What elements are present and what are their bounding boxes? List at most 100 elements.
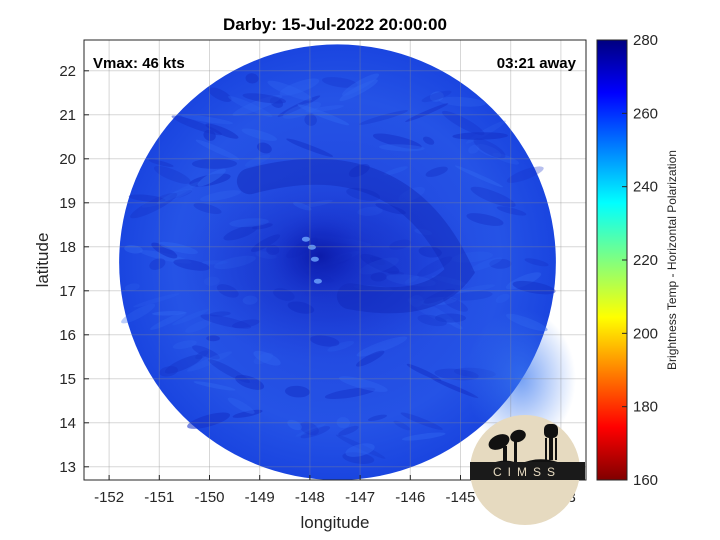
swath-streak [159,366,178,377]
swath-streak [406,363,442,381]
swath-streak [383,166,408,176]
colorbar-label: Brightness Temp - Horizontal Polarizatio… [665,150,679,370]
swath-streak [169,189,193,199]
y-tick-label: 13 [59,459,76,476]
y-tick-label: 16 [59,327,76,344]
swath-streak [232,409,263,418]
swath-streak [242,93,287,104]
swath-streak [470,186,516,208]
swath-streak [185,319,212,333]
swath-streak [187,412,231,429]
swath-streak [429,91,444,102]
swath-streak [393,420,411,431]
swath-streak [124,283,140,292]
logo-text: CIMSS [493,465,561,479]
swath-streak [454,165,503,188]
swath-streak [442,110,485,136]
colorbar-tick-label: 220 [633,252,658,269]
swath-streak [150,311,187,330]
swath-streak [421,90,452,103]
plot-area-frame [83,39,587,481]
core-bright-spot [313,278,322,284]
y-axis-ticks: 13 14 15 16 17 18 19 20 21 22 [59,63,89,476]
swath-streak [256,142,272,154]
swath-streak [378,144,425,152]
swath-streak [141,188,193,208]
grid-lines [84,40,586,480]
colorbar-tick-label: 280 [633,32,658,49]
x-tick-label: -150 [194,489,224,506]
logo-text-bar [470,462,585,480]
swath-streak [299,421,319,436]
swath-streak [227,397,255,414]
swath-streak [473,138,506,159]
core-bright-spot [310,256,319,262]
x-tick-label: -147 [345,489,375,506]
swath-streak [228,96,273,118]
swath-streak [466,213,504,226]
swath-streak [338,425,359,436]
colorbar-tick-label: 240 [633,179,658,196]
x-tick-label: -145 [445,489,475,506]
swath-streak [401,432,446,441]
swath-streak [286,138,334,157]
swath-streak [338,376,388,392]
y-tick-label: 20 [59,151,76,168]
swath-streak [208,359,251,383]
swath-streak [496,206,527,216]
warm-patch [465,308,576,449]
swath-streak [151,242,178,259]
swath-streak [345,443,375,457]
swath-streak [197,168,226,187]
y-tick-label: 15 [59,371,76,388]
swath-layer [119,44,576,480]
storm-core [264,211,375,302]
swath-streak [124,245,143,254]
swath-streak [195,139,240,161]
swath-streak [172,340,197,350]
swath-streak [128,194,166,203]
colorbar-tick-label: 260 [633,105,658,122]
swath-streak [322,77,358,88]
swath-streak [476,144,502,158]
swath-streak [506,166,544,183]
x-tick-label: -151 [144,489,174,506]
x-tick-label: -149 [245,489,275,506]
y-tick-label: 14 [59,415,76,432]
swath-streak [492,152,520,165]
swath-streak [512,280,556,295]
swath-streak [244,154,271,167]
core-bright-spot [307,244,316,250]
swath-streak [279,78,320,96]
swath-streak [431,377,479,399]
swath-streak [452,132,508,140]
swath-streak [372,133,422,149]
swath-streak [241,128,278,141]
swath-streak [130,192,178,219]
swath-streak [133,293,180,308]
swath-streak [148,159,174,167]
colorbar-tick-label: 200 [633,325,658,342]
swath-streak [324,387,376,400]
swath-streak [295,423,326,437]
swath-streak [181,114,233,125]
swath-streak [208,87,232,102]
swath-streak [151,310,186,316]
swath-streak [287,419,302,431]
swath-streak [193,381,236,391]
swath-streak [253,352,274,365]
y-tick-label: 22 [59,63,76,80]
swath-streak [269,97,284,108]
swath-streak [192,345,220,360]
swath-streak [405,103,449,122]
swath-streak [267,80,313,101]
swath-streak [304,113,317,126]
colorbar-tick-label: 180 [633,399,658,416]
x-axis-label: longitude [300,513,369,532]
swath-streak [341,73,380,96]
swath-streak [205,123,239,139]
swath-streak [232,94,283,117]
swath-streak [195,350,209,360]
swath-streak [524,258,549,267]
